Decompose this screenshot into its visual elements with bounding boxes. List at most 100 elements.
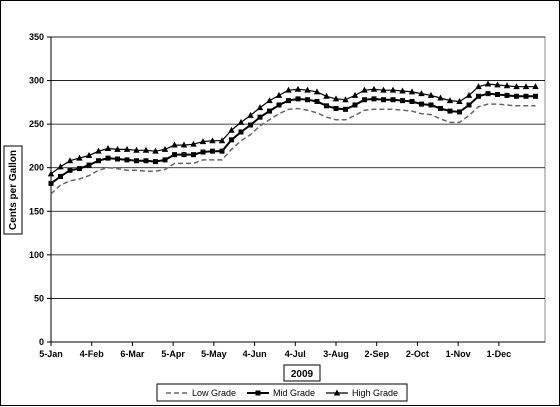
data-point [324, 103, 329, 109]
x-tick-label: 5-May [201, 349, 227, 359]
gridlines [51, 36, 545, 299]
data-point [428, 102, 434, 108]
x-tick-label: 5-Jan [39, 349, 63, 359]
data-point [447, 108, 453, 114]
data-point [514, 93, 519, 99]
data-point [285, 86, 292, 93]
data-point [503, 82, 511, 89]
data-point [371, 96, 377, 102]
x-tick-label: 1-Dec [487, 349, 512, 359]
data-point [437, 94, 444, 101]
data-point [389, 86, 397, 93]
y-tick-label: 200 [29, 163, 44, 173]
data-point [418, 90, 425, 97]
x-axis-title: 2009 [291, 369, 314, 380]
data-point [57, 163, 64, 170]
legend-label: Mid Grade [273, 388, 315, 398]
data-point [105, 155, 111, 161]
x-axis-ticks: 5-Jan 4-Feb 6-Mar 5-Apr 5-May 4-Jun 4-Jul 3-Aug… [39, 342, 511, 359]
legend-label: Low Grade [192, 388, 236, 398]
data-point [85, 152, 93, 159]
y-axis-title-box: Cents per Gallon [3, 145, 23, 235]
data-point [304, 86, 311, 93]
x-tick-label: 3-Aug [323, 349, 349, 359]
data-point [229, 137, 234, 143]
data-point [96, 158, 101, 164]
data-point [323, 92, 330, 99]
data-point [381, 97, 386, 103]
data-point [114, 145, 121, 152]
data-point [95, 147, 102, 154]
data-point [370, 85, 378, 92]
y-tick-label: 250 [29, 119, 44, 129]
data-point [523, 93, 529, 99]
data-point [237, 118, 245, 125]
data-point [58, 173, 63, 179]
data-point [513, 83, 520, 90]
data-point [314, 98, 320, 104]
legend-items: Low Grade Mid Grade High Grade [166, 388, 398, 398]
data-point [76, 154, 83, 161]
data-point [343, 106, 348, 112]
data-point [380, 86, 387, 93]
data-point [399, 87, 406, 94]
y-tick-label: 350 [29, 32, 44, 42]
data-point [438, 105, 443, 111]
data-point [257, 114, 263, 120]
plot-area [50, 36, 546, 343]
data-point [67, 167, 73, 173]
data-point [313, 88, 321, 95]
data-point [104, 145, 112, 152]
data-point [294, 85, 302, 92]
data-point [495, 92, 500, 98]
data-point [162, 157, 168, 163]
legend-marker [333, 389, 341, 396]
data-point [161, 145, 169, 152]
data-point [247, 111, 254, 118]
data-point [409, 98, 415, 104]
x-axis-title-box: 2009 [283, 364, 321, 382]
y-axis-title: Cents per Gallon [8, 150, 19, 230]
data-point [238, 129, 244, 135]
data-point [332, 95, 340, 102]
y-tick-label: 100 [29, 250, 44, 260]
data-point [134, 158, 139, 164]
data-point [123, 145, 131, 152]
data-point [172, 152, 177, 158]
data-point [181, 152, 187, 158]
data-point [351, 91, 359, 98]
data-point [352, 102, 358, 108]
data-point [504, 92, 510, 98]
data-point [276, 102, 282, 108]
legend-box [156, 383, 408, 402]
legend: Low Grade Mid Grade High Grade [156, 383, 408, 402]
y-tick-label: 50 [34, 293, 44, 303]
data-point [533, 93, 538, 99]
data-point [266, 97, 273, 104]
x-tick-label: 5-Apr [161, 349, 185, 359]
data-point [190, 140, 197, 147]
data-point [333, 105, 339, 111]
data-point [494, 81, 501, 88]
data-point [457, 109, 462, 115]
data-point [275, 91, 283, 98]
data-point [456, 97, 463, 104]
data-point [295, 96, 301, 102]
data-point [522, 83, 530, 90]
data-point [465, 91, 473, 98]
data-point [124, 157, 130, 163]
data-point [66, 157, 74, 164]
data-point [153, 159, 158, 165]
y-tick-label: 150 [29, 206, 44, 216]
data-point [210, 148, 215, 154]
legend-marker [255, 390, 261, 396]
data-point [476, 93, 481, 99]
data-point [143, 158, 149, 164]
data-point [48, 180, 54, 186]
data-point [248, 122, 253, 128]
y-tick-label: 300 [29, 76, 44, 86]
x-tick-label: 2-Oct [406, 349, 429, 359]
y-tick-label: 0 [39, 337, 44, 347]
data-point [267, 108, 272, 114]
